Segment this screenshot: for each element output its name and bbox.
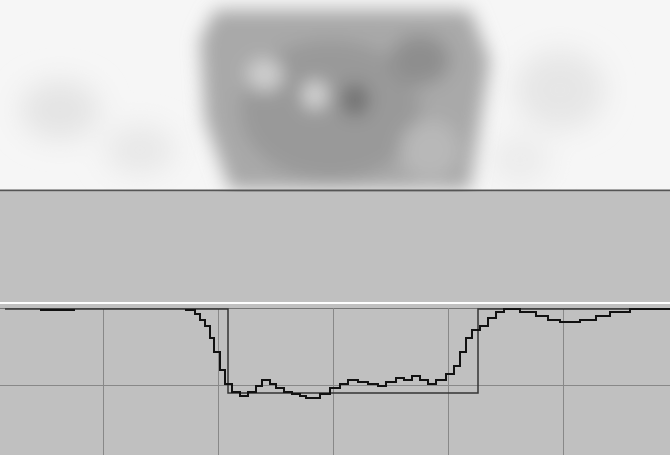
blob	[200, 10, 490, 190]
screen	[0, 0, 670, 455]
plot-area	[0, 304, 670, 455]
image-panel	[0, 0, 670, 190]
gray-panel	[0, 192, 670, 302]
